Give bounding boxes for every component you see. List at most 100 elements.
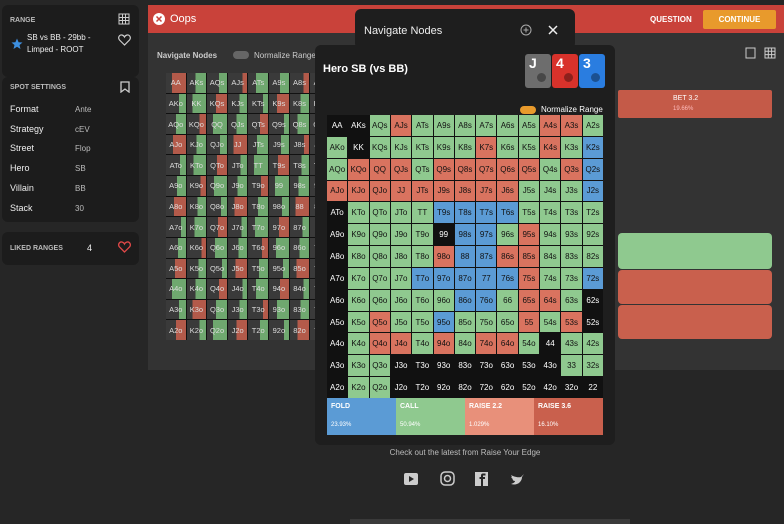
hand-cell[interactable]: JJ — [390, 180, 412, 202]
hand-cell[interactable]: A7o — [327, 267, 348, 289]
info-icon[interactable] — [520, 24, 532, 36]
hand-cell[interactable]: A6s — [497, 115, 518, 136]
legend-item[interactable]: CALL 50.94% — [396, 398, 465, 435]
hand-cell[interactable]: 63o — [497, 355, 518, 377]
hand-cell[interactable]: Q3s — [561, 158, 582, 180]
hand-cell[interactable]: A9o — [327, 224, 348, 246]
hand-cell[interactable]: T3s — [561, 202, 582, 224]
hand-cell[interactable]: 74o — [476, 333, 497, 355]
hand-cell[interactable]: K3o — [348, 355, 369, 377]
hand-cell[interactable]: 64o — [497, 333, 518, 355]
hand-cell[interactable]: 43s — [561, 333, 582, 355]
hand-cell[interactable]: A6o — [327, 289, 348, 311]
hand-cell[interactable]: 86s — [497, 246, 518, 267]
legend-item[interactable]: FOLD 23.93% — [327, 398, 396, 435]
question-button[interactable]: QUESTION — [650, 15, 692, 24]
hand-cell[interactable]: T6s — [497, 202, 518, 224]
hand-cell[interactable]: Q2s — [582, 158, 603, 180]
hand-cell[interactable]: 85o — [454, 311, 476, 333]
hand-cell[interactable]: J6s — [497, 180, 518, 202]
hand-cell[interactable]: T9s — [433, 202, 454, 224]
hand-cell[interactable]: Q3o — [369, 355, 390, 377]
hand-cell[interactable]: A9s — [433, 115, 454, 136]
hand-cell[interactable]: K6s — [497, 136, 518, 158]
hand-cell[interactable]: A3s — [561, 115, 582, 136]
hand-cell[interactable]: AJs — [390, 115, 412, 136]
hand-cell[interactable]: 97o — [433, 267, 454, 289]
hand-cell[interactable]: J4s — [540, 180, 561, 202]
hand-cell[interactable]: 88 — [454, 246, 476, 267]
hand-cell[interactable]: 43o — [540, 355, 561, 377]
hand-cell[interactable]: 32s — [582, 355, 603, 377]
hand-cell[interactable]: T8o — [412, 246, 433, 267]
toggle[interactable] — [233, 51, 249, 59]
hand-cell[interactable]: QTs — [412, 158, 433, 180]
hand-cell[interactable]: 53o — [518, 355, 540, 377]
hand-cell[interactable]: 52o — [518, 377, 540, 398]
hand-cell[interactable]: 94o — [433, 333, 454, 355]
hand-cell[interactable]: ATs — [412, 115, 433, 136]
hand-cell[interactable]: T7s — [476, 202, 497, 224]
hand-cell[interactable]: 85s — [518, 246, 540, 267]
hand-cell[interactable]: 72s — [582, 267, 603, 289]
hand-cell[interactable]: KJs — [390, 136, 412, 158]
hand-cell[interactable]: K8s — [454, 136, 476, 158]
hand-cell[interactable]: AQs — [369, 115, 390, 136]
hand-cell[interactable]: Q5s — [518, 158, 540, 180]
hand-cell[interactable]: 83s — [561, 246, 582, 267]
hand-cell[interactable]: K5o — [348, 311, 369, 333]
hand-cell[interactable]: Q4o — [369, 333, 390, 355]
hand-cell[interactable]: 65s — [518, 289, 540, 311]
hand-cell[interactable]: 76s — [497, 267, 518, 289]
continue-button[interactable]: CONTINUE — [703, 10, 776, 29]
hand-cell[interactable]: 87s — [476, 246, 497, 267]
hand-cell[interactable]: Q2o — [369, 377, 390, 398]
hand-cell[interactable]: T5o — [412, 311, 433, 333]
hand-cell[interactable]: K7o — [348, 267, 369, 289]
hand-cell[interactable]: Q7o — [369, 267, 390, 289]
hand-cell[interactable]: 66 — [497, 289, 518, 311]
hand-cell[interactable]: Q8o — [369, 246, 390, 267]
hand-cell[interactable]: T2s — [582, 202, 603, 224]
hand-cell[interactable]: 75s — [518, 267, 540, 289]
hand-cell[interactable]: 99 — [433, 224, 454, 246]
hand-cell[interactable]: 64s — [540, 289, 561, 311]
hand-cell[interactable]: 53s — [561, 311, 582, 333]
hand-cell[interactable]: 73s — [561, 267, 582, 289]
hand-cell[interactable]: T4s — [540, 202, 561, 224]
hand-cell[interactable]: A4s — [540, 115, 561, 136]
hand-cell[interactable]: T5s — [518, 202, 540, 224]
hand-cell[interactable]: AQo — [327, 158, 348, 180]
hand-cell[interactable]: 62s — [582, 289, 603, 311]
hand-cell[interactable]: Q4s — [540, 158, 561, 180]
action-bar[interactable] — [618, 305, 772, 339]
hand-cell[interactable]: T4o — [412, 333, 433, 355]
hand-cell[interactable]: T2o — [412, 377, 433, 398]
hand-cell[interactable]: KK — [348, 136, 369, 158]
hand-cell[interactable]: A8s — [454, 115, 476, 136]
hand-cell[interactable]: 65o — [497, 311, 518, 333]
hand-cell[interactable]: Q9s — [433, 158, 454, 180]
hand-cell[interactable]: TT — [412, 202, 433, 224]
action-bar[interactable] — [618, 233, 772, 269]
hand-cell[interactable]: T9o — [412, 224, 433, 246]
hand-cell[interactable]: J5o — [390, 311, 412, 333]
hand-cell[interactable]: 86o — [454, 289, 476, 311]
hand-cell[interactable]: A2s — [582, 115, 603, 136]
hand-cell[interactable]: 84s — [540, 246, 561, 267]
liked-heart[interactable] — [118, 241, 131, 253]
heart-icon[interactable] — [118, 34, 131, 46]
hand-cell[interactable]: T3o — [412, 355, 433, 377]
hand-cell[interactable]: KTs — [412, 136, 433, 158]
hand-cell[interactable]: J5s — [518, 180, 540, 202]
hand-cell[interactable]: K9s — [433, 136, 454, 158]
hand-cell[interactable]: 44 — [540, 333, 561, 355]
hand-cell[interactable]: 82o — [454, 377, 476, 398]
hand-cell[interactable]: A5s — [518, 115, 540, 136]
hand-cell[interactable]: K4o — [348, 333, 369, 355]
hand-cell[interactable]: J7o — [390, 267, 412, 289]
hand-cell[interactable]: 87o — [454, 267, 476, 289]
hand-cell[interactable]: 93o — [433, 355, 454, 377]
hand-cell[interactable]: J2s — [582, 180, 603, 202]
hand-cell[interactable]: 54o — [518, 333, 540, 355]
